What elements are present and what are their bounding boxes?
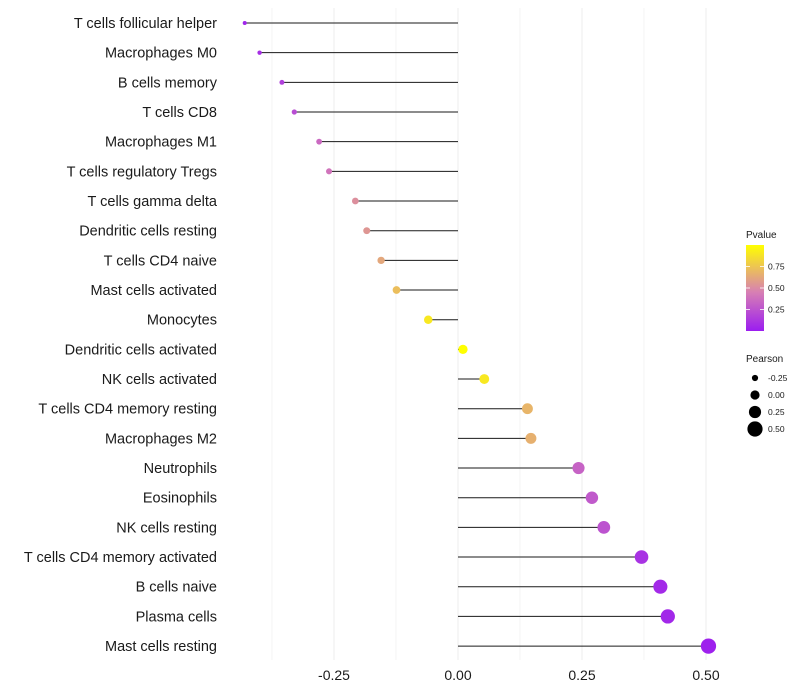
- category-label: Mast cells resting: [105, 639, 217, 655]
- category-label: Macrophages M1: [105, 135, 217, 151]
- pearson-legend: Pearson -0.25 0.00 0.25 0.50: [746, 354, 788, 437]
- size-key-dot: [751, 374, 759, 382]
- point: [660, 609, 675, 624]
- category-label: T cells follicular helper: [74, 16, 217, 32]
- category-label: Dendritic cells activated: [65, 342, 217, 358]
- point: [525, 432, 537, 444]
- pvalue-colorbar: [746, 245, 764, 331]
- grid-lines: [271, 8, 707, 660]
- size-key-dot: [747, 421, 763, 437]
- point: [351, 197, 359, 205]
- point: [257, 50, 262, 55]
- point: [326, 168, 333, 175]
- point: [363, 227, 371, 235]
- colorbar-tick-label: 0.50: [768, 283, 785, 293]
- category-label: T cells CD4 memory activated: [24, 550, 217, 566]
- point: [634, 550, 649, 564]
- category-label: Dendritic cells resting: [79, 224, 217, 240]
- point: [316, 138, 323, 145]
- x-tick-label: 0.25: [568, 667, 595, 683]
- category-label: T cells gamma delta: [88, 194, 218, 210]
- x-tick-label: 0.50: [692, 667, 719, 683]
- category-label: T cells CD4 memory resting: [38, 402, 217, 418]
- point: [522, 403, 533, 415]
- point: [458, 344, 468, 355]
- category-label: Mast cells activated: [90, 283, 217, 299]
- point: [291, 109, 297, 115]
- category-label: B cells memory: [118, 75, 218, 91]
- point: [597, 521, 611, 534]
- category-label: Monocytes: [147, 313, 217, 329]
- category-label: T cells CD8: [142, 105, 217, 121]
- point: [242, 20, 247, 26]
- category-label: T cells CD4 naive: [104, 253, 217, 269]
- category-label: NK cells resting: [116, 520, 217, 536]
- point: [279, 79, 285, 85]
- point: [424, 315, 433, 324]
- size-key-label: -0.25: [768, 373, 788, 383]
- point: [392, 286, 401, 294]
- y-axis-labels: T cells follicular helper Macrophages M0 B…: [24, 16, 218, 655]
- point: [653, 579, 668, 594]
- category-label: Macrophages M0: [105, 46, 217, 62]
- point: [585, 491, 599, 504]
- colorbar-tick-label: 0.25: [768, 305, 785, 315]
- point: [700, 638, 717, 654]
- pearson-legend-title: Pearson: [746, 354, 783, 365]
- x-tick-label: 0.00: [444, 667, 471, 683]
- size-key-dot: [750, 390, 760, 400]
- category-label: T cells regulatory Tregs: [67, 164, 217, 180]
- category-label: B cells naive: [136, 580, 217, 596]
- pvalue-legend: Pvalue 0.25 0.50 0.75: [746, 230, 785, 331]
- size-key-label: 0.25: [768, 407, 785, 417]
- point: [377, 256, 385, 265]
- point: [572, 461, 585, 475]
- colorbar-tick-label: 0.75: [768, 262, 785, 272]
- size-key-dot: [748, 405, 762, 419]
- pvalue-legend-title: Pvalue: [746, 230, 777, 241]
- category-label: NK cells activated: [102, 372, 217, 388]
- category-label: Eosinophils: [143, 491, 217, 507]
- points: [242, 20, 717, 654]
- category-label: Macrophages M2: [105, 431, 217, 447]
- stems: [244, 22, 709, 647]
- x-tick-label: -0.25: [318, 667, 350, 683]
- category-label: Neutrophils: [144, 461, 217, 477]
- size-key-label: 0.50: [768, 424, 785, 434]
- size-key-label: 0.00: [768, 390, 785, 400]
- point: [479, 374, 490, 384]
- category-label: Plasma cells: [136, 609, 217, 625]
- x-axis-labels: -0.25 0.00 0.25 0.50: [318, 667, 720, 683]
